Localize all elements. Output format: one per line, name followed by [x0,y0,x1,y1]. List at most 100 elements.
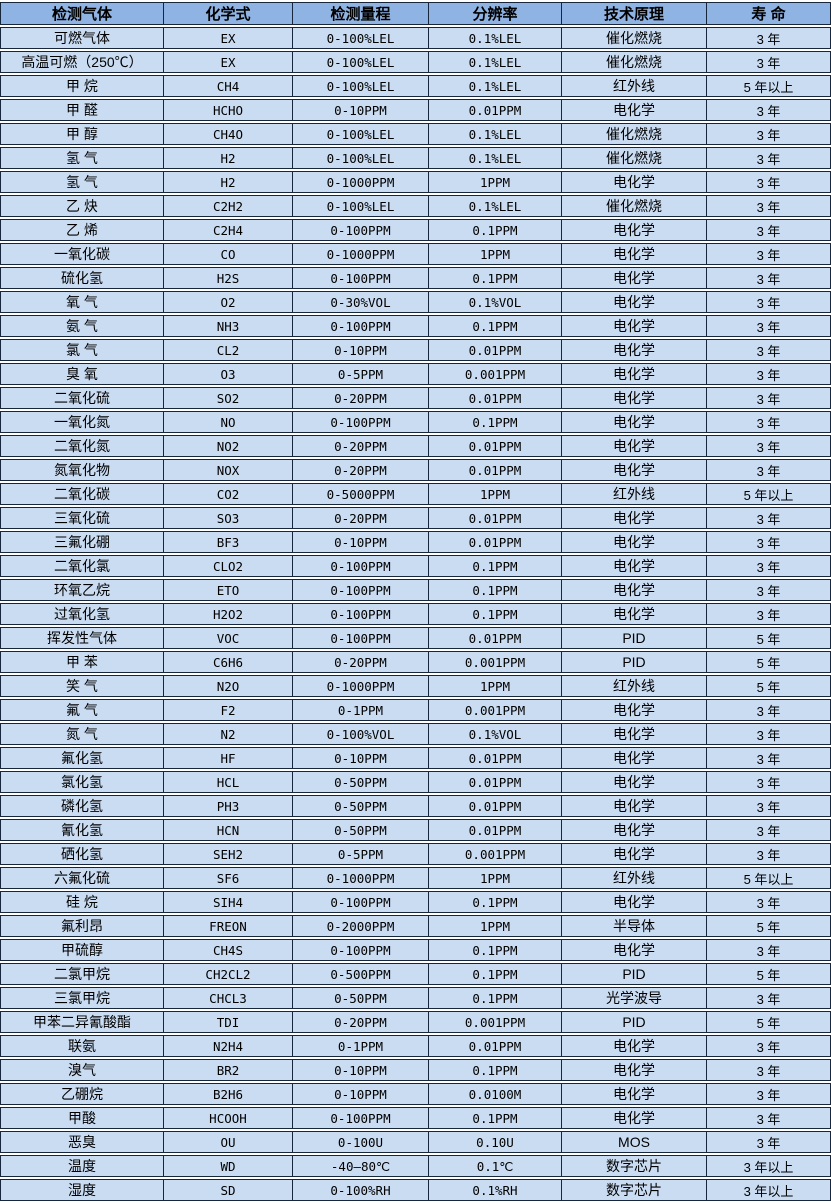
cell-principle: MOS [562,1131,707,1153]
cell-principle: 电化学 [562,267,707,289]
cell-gas-name: 笑 气 [0,675,164,697]
cell-resolution: 1PPM [429,171,562,193]
cell-resolution: 0.001PPM [429,651,562,673]
cell-principle: 催化燃烧 [562,51,707,73]
cell-resolution: 0.01PPM [429,795,562,817]
cell-gas-name: 二氧化氮 [0,435,164,457]
cell-resolution: 0.1%LEL [429,195,562,217]
cell-lifespan: 3 年 [707,891,831,913]
cell-formula: NO2 [164,435,293,457]
cell-lifespan: 3 年 [707,939,831,961]
cell-principle: 电化学 [562,795,707,817]
cell-gas-name: 氟利昂 [0,915,164,937]
cell-gas-name: 挥发性气体 [0,627,164,649]
cell-range: -40—80℃ [293,1155,429,1177]
cell-principle: 电化学 [562,363,707,385]
cell-resolution: 0.1PPM [429,891,562,913]
cell-resolution: 0.1%RH [429,1179,562,1201]
cell-formula: F2 [164,699,293,721]
cell-formula: BF3 [164,531,293,553]
cell-lifespan: 5 年 [707,651,831,673]
cell-resolution: 1PPM [429,483,562,505]
cell-lifespan: 3 年 [707,243,831,265]
cell-range: 0-20PPM [293,507,429,529]
cell-resolution: 0.1%LEL [429,75,562,97]
cell-lifespan: 3 年 [707,1083,831,1105]
cell-formula: H2O2 [164,603,293,625]
cell-formula: CO [164,243,293,265]
cell-principle: 电化学 [562,699,707,721]
cell-resolution: 0.01PPM [429,819,562,841]
table-row: 氮氧化物 NOX 0-20PPM 0.01PPM 电化学 3 年 [0,459,831,481]
cell-lifespan: 3 年 [707,339,831,361]
table-row: 甲苯二异氰酸酯 TDI 0-20PPM 0.001PPM PID 5 年 [0,1011,831,1033]
cell-lifespan: 5 年 [707,915,831,937]
cell-gas-name: 甲 烷 [0,75,164,97]
cell-principle: 电化学 [562,435,707,457]
cell-gas-name: 三氯甲烷 [0,987,164,1009]
table-row: 三氧化硫 SO3 0-20PPM 0.01PPM 电化学 3 年 [0,507,831,529]
cell-range: 0-50PPM [293,987,429,1009]
cell-range: 0-100PPM [293,627,429,649]
cell-range: 0-30%VOL [293,291,429,313]
cell-principle: 数字芯片 [562,1155,707,1177]
cell-range: 0-50PPM [293,795,429,817]
cell-formula: C6H6 [164,651,293,673]
table-row: 氰化氢 HCN 0-50PPM 0.01PPM 电化学 3 年 [0,819,831,841]
cell-formula: CH4 [164,75,293,97]
table-row: 一氧化氮 NO 0-100PPM 0.1PPM 电化学 3 年 [0,411,831,433]
cell-lifespan: 5 年以上 [707,75,831,97]
cell-resolution: 1PPM [429,675,562,697]
cell-range: 0-1PPM [293,699,429,721]
table-row: 二氯甲烷 CH2CL2 0-500PPM 0.1PPM PID 5 年 [0,963,831,985]
cell-resolution: 0.1PPM [429,963,562,985]
cell-gas-name: 甲硫醇 [0,939,164,961]
cell-formula: SO3 [164,507,293,529]
cell-range: 0-5PPM [293,363,429,385]
cell-gas-name: 氰化氢 [0,819,164,841]
cell-formula: CLO2 [164,555,293,577]
cell-principle: 电化学 [562,819,707,841]
column-header-formula: 化学式 [164,2,293,25]
table-row: 乙 烯 C2H4 0-100PPM 0.1PPM 电化学 3 年 [0,219,831,241]
cell-range: 0-1000PPM [293,867,429,889]
cell-principle: 电化学 [562,315,707,337]
cell-principle: 红外线 [562,867,707,889]
cell-resolution: 0.1PPM [429,267,562,289]
cell-lifespan: 3 年 [707,555,831,577]
cell-formula: OU [164,1131,293,1153]
table-header: 检测气体 化学式 检测量程 分辨率 技术原理 寿 命 [0,2,831,25]
cell-principle: 电化学 [562,387,707,409]
cell-principle: 电化学 [562,891,707,913]
table-row: 氯 气 CL2 0-10PPM 0.01PPM 电化学 3 年 [0,339,831,361]
cell-formula: SD [164,1179,293,1201]
table-row: 过氧化氢 H2O2 0-100PPM 0.1PPM 电化学 3 年 [0,603,831,625]
cell-range: 0-2000PPM [293,915,429,937]
cell-gas-name: 过氧化氢 [0,603,164,625]
cell-lifespan: 3 年 [707,507,831,529]
cell-lifespan: 3 年 [707,315,831,337]
cell-formula: PH3 [164,795,293,817]
cell-resolution: 0.1%VOL [429,291,562,313]
cell-formula: FREON [164,915,293,937]
cell-resolution: 0.01PPM [429,531,562,553]
table-row: 乙 炔 C2H2 0-100%LEL 0.1%LEL 催化燃烧 3 年 [0,195,831,217]
table-row: 温度 WD -40—80℃ 0.1℃ 数字芯片 3 年以上 [0,1155,831,1177]
cell-formula: CH2CL2 [164,963,293,985]
table-row: 氢 气 H2 0-1000PPM 1PPM 电化学 3 年 [0,171,831,193]
cell-gas-name: 氨 气 [0,315,164,337]
cell-resolution: 0.1PPM [429,987,562,1009]
cell-formula: HCN [164,819,293,841]
cell-lifespan: 3 年 [707,795,831,817]
cell-range: 0-100PPM [293,411,429,433]
cell-formula: HCHO [164,99,293,121]
cell-formula: CO2 [164,483,293,505]
table-row: 笑 气 N2O 0-1000PPM 1PPM 红外线 5 年 [0,675,831,697]
cell-principle: 电化学 [562,1083,707,1105]
header-row: 检测气体 化学式 检测量程 分辨率 技术原理 寿 命 [0,2,831,25]
cell-gas-name: 一氧化氮 [0,411,164,433]
cell-range: 0-10PPM [293,531,429,553]
cell-resolution: 0.1%LEL [429,123,562,145]
cell-principle: 半导体 [562,915,707,937]
